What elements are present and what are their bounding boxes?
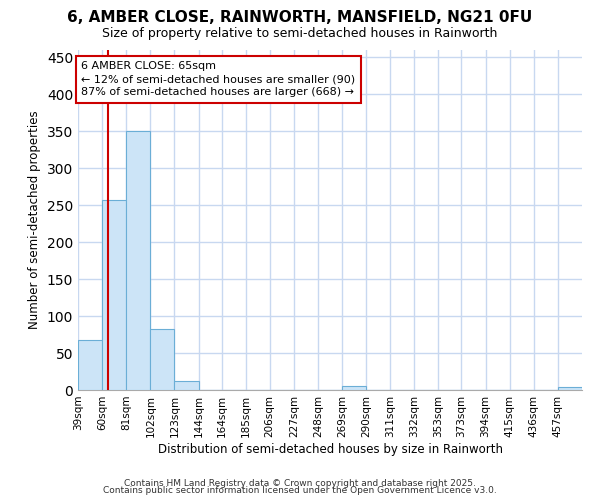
X-axis label: Distribution of semi-detached houses by size in Rainworth: Distribution of semi-detached houses by … (157, 442, 503, 456)
Bar (175, 381, 199, 390)
Text: 6, AMBER CLOSE, RAINWORTH, MANSFIELD, NG21 0FU: 6, AMBER CLOSE, RAINWORTH, MANSFIELD, NG… (67, 10, 533, 25)
Bar (558, 387, 582, 390)
Bar (78, 340, 102, 390)
Text: Size of property relative to semi-detached houses in Rainworth: Size of property relative to semi-detach… (103, 28, 497, 40)
Bar (342, 386, 366, 390)
Text: 6 AMBER CLOSE: 65sqm
← 12% of semi-detached houses are smaller (90)
87% of semi-: 6 AMBER CLOSE: 65sqm ← 12% of semi-detac… (82, 61, 356, 98)
Bar (126, 132, 151, 390)
Y-axis label: Number of semi-detached properties: Number of semi-detached properties (28, 110, 41, 330)
Bar (151, 330, 175, 390)
Text: Contains public sector information licensed under the Open Government Licence v3: Contains public sector information licen… (103, 486, 497, 495)
Bar (102, 200, 126, 390)
Text: Contains HM Land Registry data © Crown copyright and database right 2025.: Contains HM Land Registry data © Crown c… (124, 478, 476, 488)
